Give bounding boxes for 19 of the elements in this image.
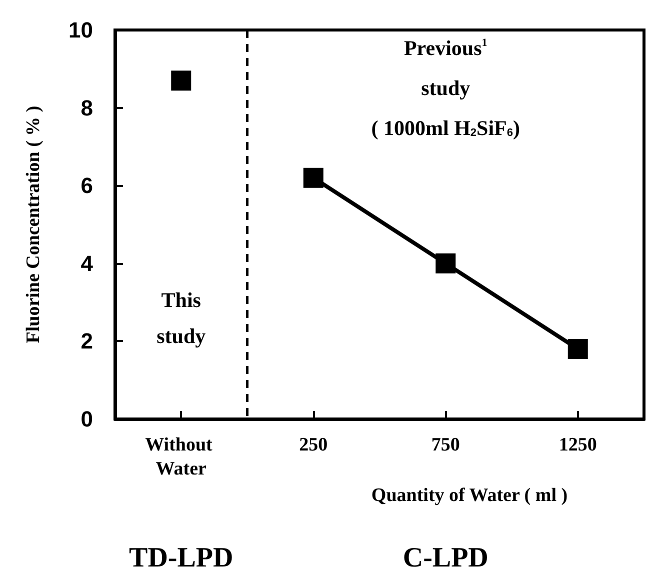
y-axis-title: Fluorine Concentration ( % ) xyxy=(23,106,44,344)
y-tick-label: 6 xyxy=(80,173,93,198)
text: C-LPD xyxy=(402,542,488,574)
x-axis-title: Quantity of Water ( ml ) xyxy=(371,484,568,506)
x-tick-label: Without Water xyxy=(145,434,218,480)
point xyxy=(171,70,192,91)
x-tick-label: 1250 xyxy=(558,434,597,456)
y-tick-label: 0 xyxy=(80,406,93,432)
point xyxy=(303,168,324,188)
y-tick-label: 8 xyxy=(80,95,93,120)
x-tick-label: 250 xyxy=(299,434,328,456)
point xyxy=(568,338,588,359)
y-tick-label: 4 xyxy=(80,250,94,276)
text: TD-LPD xyxy=(129,542,234,574)
annotation: This study xyxy=(156,288,206,348)
x-tick-label: 750 xyxy=(431,434,460,456)
point xyxy=(436,253,456,274)
y-tick-label: 2 xyxy=(80,328,93,354)
y-tick-label: 10 xyxy=(68,18,93,42)
